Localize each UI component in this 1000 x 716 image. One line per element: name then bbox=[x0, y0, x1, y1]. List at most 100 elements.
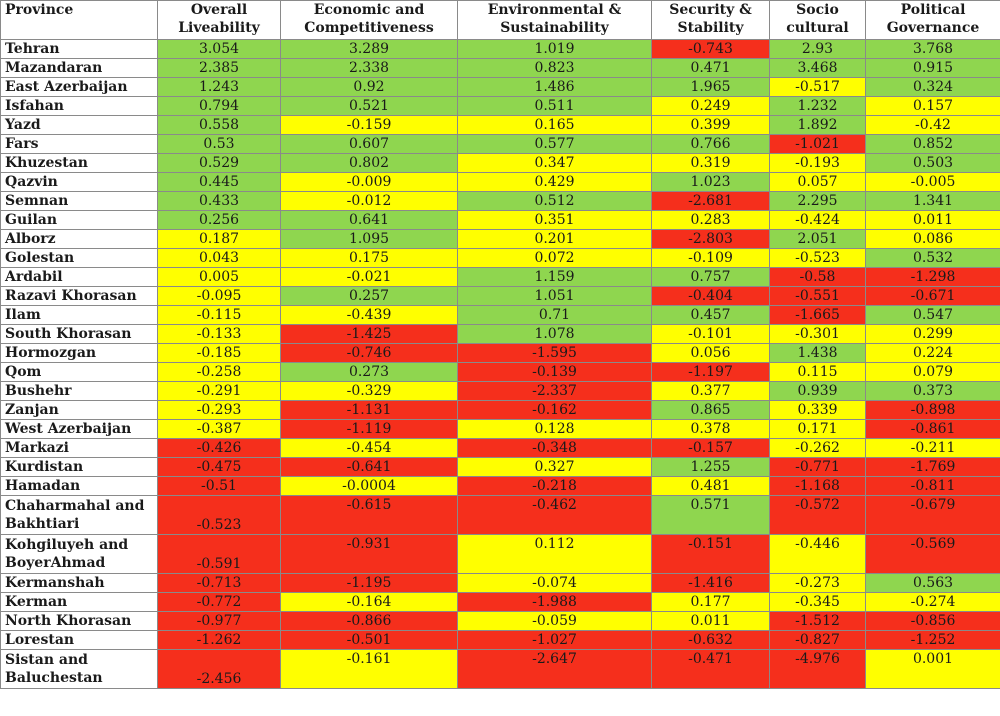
score-cell: -1.425 bbox=[280, 324, 458, 344]
score-cell: -0.074 bbox=[457, 573, 652, 593]
province-name: Fars bbox=[0, 134, 158, 154]
header-socio-cultural: Socio cultural bbox=[769, 0, 866, 40]
province-name: Sistan and Baluchestan bbox=[0, 649, 158, 689]
province-name: Kerman bbox=[0, 592, 158, 612]
score-cell: 0.92 bbox=[280, 77, 458, 97]
score-cell: -0.827 bbox=[769, 630, 866, 650]
score-cell: -0.454 bbox=[280, 438, 458, 458]
score-cell: 0.529 bbox=[157, 153, 281, 173]
score-cell: 1.486 bbox=[457, 77, 652, 97]
score-cell: 0.351 bbox=[457, 210, 652, 230]
score-cell: 0.339 bbox=[769, 400, 866, 420]
score-cell: 0.532 bbox=[865, 248, 1000, 268]
score-cell: -0.345 bbox=[769, 592, 866, 612]
score-cell: -0.0004 bbox=[280, 476, 458, 496]
score-cell: 0.607 bbox=[280, 134, 458, 154]
score-cell: 0.043 bbox=[157, 248, 281, 268]
score-cell: -0.746 bbox=[280, 343, 458, 363]
table-row: East Azerbaijan 1.243 0.92 1.486 1.965 -0.517… bbox=[0, 77, 1000, 97]
score-cell: 0.53 bbox=[157, 134, 281, 154]
table-row: Chaharmahal and Bakhtiari -0.523 -0.615 -0.… bbox=[0, 495, 1000, 535]
province-name: Kohgiluyeh and BoyerAhmad bbox=[0, 534, 158, 574]
province-name: Golestan bbox=[0, 248, 158, 268]
score-cell: -2.337 bbox=[457, 381, 652, 401]
score-cell: -0.811 bbox=[865, 476, 1000, 496]
table-row: Zanjan -0.293 -1.131 -0.162 0.865 0.339 -0.898 bbox=[0, 400, 1000, 420]
table-row: Ardabil 0.005 -0.021 1.159 0.757 -0.58 -1.298 bbox=[0, 267, 1000, 287]
score-cell: 0.512 bbox=[457, 191, 652, 211]
province-name: Kurdistan bbox=[0, 457, 158, 477]
score-cell: 0.641 bbox=[280, 210, 458, 230]
score-cell: 0.112 bbox=[457, 534, 652, 574]
score-cell: 0.201 bbox=[457, 229, 652, 249]
score-cell: 0.299 bbox=[865, 324, 1000, 344]
score-cell: -1.665 bbox=[769, 305, 866, 325]
score-cell: 1.019 bbox=[457, 39, 652, 59]
table-row: Guilan 0.256 0.641 0.351 0.283 -0.424 0.011 bbox=[0, 210, 1000, 230]
score-cell: -0.424 bbox=[769, 210, 866, 230]
score-cell: 0.056 bbox=[651, 343, 770, 363]
score-cell: 0.457 bbox=[651, 305, 770, 325]
score-cell: 0.347 bbox=[457, 153, 652, 173]
score-cell: 0.547 bbox=[865, 305, 1000, 325]
score-cell: -0.671 bbox=[865, 286, 1000, 306]
header-economic: Economic and Competitiveness bbox=[280, 0, 458, 40]
score-cell: 0.433 bbox=[157, 191, 281, 211]
table-row: Isfahan 0.794 0.521 0.511 0.249 1.232 0.157 bbox=[0, 96, 1000, 116]
score-cell: -0.101 bbox=[651, 324, 770, 344]
score-cell: 0.399 bbox=[651, 115, 770, 135]
score-cell: -4.976 bbox=[769, 649, 866, 689]
score-cell: 0.175 bbox=[280, 248, 458, 268]
score-cell: 0.011 bbox=[865, 210, 1000, 230]
score-cell: 0.327 bbox=[457, 457, 652, 477]
score-cell: -0.348 bbox=[457, 438, 652, 458]
score-cell: -0.404 bbox=[651, 286, 770, 306]
table-row: Alborz 0.187 1.095 0.201 -2.803 2.051 0.086 bbox=[0, 229, 1000, 249]
score-cell: 0.373 bbox=[865, 381, 1000, 401]
score-cell: -0.772 bbox=[157, 592, 281, 612]
score-cell: -0.931 bbox=[280, 534, 458, 574]
score-cell: -1.298 bbox=[865, 267, 1000, 287]
score-cell: -0.151 bbox=[651, 534, 770, 574]
province-name: Bushehr bbox=[0, 381, 158, 401]
table-row: Golestan 0.043 0.175 0.072 -0.109 -0.523 0.532 bbox=[0, 248, 1000, 268]
score-cell: -0.301 bbox=[769, 324, 866, 344]
score-cell: 0.802 bbox=[280, 153, 458, 173]
province-name: Isfahan bbox=[0, 96, 158, 116]
score-cell: -1.119 bbox=[280, 419, 458, 439]
score-cell: -0.523 bbox=[769, 248, 866, 268]
score-cell: -0.329 bbox=[280, 381, 458, 401]
score-cell: -0.551 bbox=[769, 286, 866, 306]
score-cell: -0.569 bbox=[865, 534, 1000, 574]
score-cell: 1.243 bbox=[157, 77, 281, 97]
table-row: Qazvin 0.445 -0.009 0.429 1.023 0.057 -0.005 bbox=[0, 172, 1000, 192]
header-overall-liveability: Overall Liveability bbox=[157, 0, 281, 40]
province-name: Semnan bbox=[0, 191, 158, 211]
score-cell: 0.165 bbox=[457, 115, 652, 135]
score-cell: -1.416 bbox=[651, 573, 770, 593]
province-name: Razavi Khorasan bbox=[0, 286, 158, 306]
score-cell: 0.794 bbox=[157, 96, 281, 116]
score-cell: -0.291 bbox=[157, 381, 281, 401]
score-cell: -0.293 bbox=[157, 400, 281, 420]
score-cell: -1.195 bbox=[280, 573, 458, 593]
province-name: Ilam bbox=[0, 305, 158, 325]
score-cell: -0.856 bbox=[865, 611, 1000, 631]
score-cell: -0.632 bbox=[651, 630, 770, 650]
score-cell: 0.571 bbox=[651, 495, 770, 535]
score-cell: -0.164 bbox=[280, 592, 458, 612]
score-cell: 2.338 bbox=[280, 58, 458, 78]
province-name: Lorestan bbox=[0, 630, 158, 650]
province-name: Kermanshah bbox=[0, 573, 158, 593]
score-cell: -0.005 bbox=[865, 172, 1000, 192]
score-cell: -0.713 bbox=[157, 573, 281, 593]
score-cell: -0.861 bbox=[865, 419, 1000, 439]
table-row: Ilam -0.115 -0.439 0.71 0.457 -1.665 0.547 bbox=[0, 305, 1000, 325]
province-name: Tehran bbox=[0, 39, 158, 59]
score-cell: 1.341 bbox=[865, 191, 1000, 211]
score-cell: -0.095 bbox=[157, 286, 281, 306]
score-cell: 1.095 bbox=[280, 229, 458, 249]
province-name: Hormozgan bbox=[0, 343, 158, 363]
score-cell: 0.503 bbox=[865, 153, 1000, 173]
province-name: North Khorasan bbox=[0, 611, 158, 631]
